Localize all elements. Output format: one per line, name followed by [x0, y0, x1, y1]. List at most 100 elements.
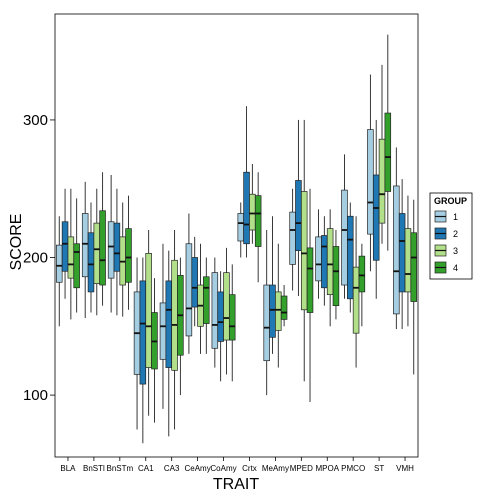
box-BnSTl-group-1 [81, 181, 89, 319]
box-body [113, 222, 121, 272]
legend-title: GROUP [434, 196, 467, 206]
x-tick-label: CeAmy [184, 464, 210, 473]
box-BnSTl-group-4 [99, 172, 106, 306]
box-body [191, 257, 198, 308]
box-body [352, 266, 360, 334]
legend-label: 3 [453, 246, 458, 256]
x-tick-label: BnSTl [83, 464, 105, 473]
box-body [228, 294, 236, 341]
box-MPOA-group-1 [315, 209, 322, 299]
box-body [159, 302, 167, 360]
box-BLA-group-1 [56, 216, 63, 327]
box-PMCO-group-4 [358, 243, 366, 327]
box-BnSTl-group-3 [93, 188, 101, 316]
box-body [393, 185, 400, 315]
y-axis-title: SCORE [8, 214, 25, 271]
x-tick-label: CoAmy [210, 464, 236, 473]
box-body [321, 235, 328, 289]
box-PMCO-group-2 [347, 202, 354, 313]
box-CeAmy-group-2 [191, 236, 198, 327]
x-axis: BLA BnSTl BnSTm CA1 CA3 CeAmy CoAmy Crtx MeAmy MP… [60, 457, 414, 473]
box-body [275, 291, 282, 331]
box-body [347, 215, 354, 300]
box-body [404, 228, 412, 293]
x-tick-label: MPED [290, 464, 313, 473]
box-body [254, 195, 262, 247]
box-body [61, 221, 69, 272]
box-body [185, 243, 193, 337]
box-MPED-group-4 [306, 188, 314, 402]
box-body [107, 221, 115, 279]
x-tick-label: BnSTm [106, 464, 133, 473]
box-BnSTm-group-4 [125, 195, 132, 310]
box-body [263, 284, 270, 362]
box-body [99, 210, 106, 286]
box-CeAmy-group-3 [197, 243, 204, 354]
legend-label: 2 [453, 229, 458, 239]
y-tick-label: 100 [23, 387, 48, 404]
box-MeAmy-group-4 [280, 285, 288, 327]
box-body [326, 228, 334, 296]
box-body [145, 253, 152, 368]
box-body [358, 255, 366, 293]
plot-area [54, 13, 419, 458]
box-CeAmy-group-4 [203, 257, 210, 354]
box-MPOA-group-2 [321, 216, 328, 306]
box-PMCO-group-3 [352, 216, 360, 368]
box-body [367, 129, 374, 235]
y-tick-label: 300 [23, 112, 48, 129]
box-CA3-group-4 [177, 257, 184, 396]
x-tick-label: MPOA [315, 464, 339, 473]
legend-label: 4 [453, 263, 458, 273]
box-body [315, 236, 322, 282]
plot-frame [54, 13, 419, 458]
box-body [306, 247, 314, 313]
box-body [249, 193, 256, 231]
box-body [341, 189, 348, 286]
x-tick-label: ST [374, 464, 384, 473]
x-axis-title: TRAIT [213, 476, 259, 493]
box-body [165, 280, 173, 368]
x-tick-label: BLA [60, 464, 76, 473]
box-body [223, 272, 230, 341]
box-body [139, 280, 147, 385]
box-body [384, 112, 392, 192]
box-body [237, 213, 245, 242]
box-body [56, 244, 63, 283]
box-ST-group-4 [384, 34, 392, 251]
box-body [289, 211, 296, 265]
x-tick-label: MeAmy [262, 464, 289, 473]
y-axis: 100 200 300 [23, 112, 55, 404]
box-body [87, 232, 95, 293]
box-body [372, 174, 380, 261]
y-tick-label: 200 [23, 250, 48, 267]
box-body [125, 228, 132, 283]
box-body [280, 295, 288, 320]
box-body [73, 243, 80, 289]
box-MeAmy-group-2 [269, 216, 276, 354]
box-body [269, 284, 276, 338]
box-CA1-group-4 [151, 278, 158, 423]
box-body [171, 259, 178, 371]
box-Crtx-group-4 [254, 172, 262, 283]
box-body [295, 180, 302, 251]
box-MPOA-group-3 [326, 209, 334, 327]
x-tick-label: VMH [396, 464, 414, 473]
box-VMH-group-4 [410, 199, 417, 375]
box-body [93, 222, 101, 285]
box-body [398, 213, 406, 293]
x-tick-label: CA1 [138, 464, 154, 473]
box-CoAmy-group-4 [228, 264, 236, 382]
box-body [243, 171, 250, 245]
box-body [332, 246, 340, 307]
box-body [81, 213, 89, 278]
box-body [67, 236, 75, 279]
x-tick-label: PMCO [341, 464, 365, 473]
x-tick-label: Crtx [242, 464, 257, 473]
box-body [217, 291, 224, 342]
legend: GROUP 1 2 3 4 [429, 192, 473, 280]
box-body [211, 272, 219, 349]
box-MPOA-group-4 [332, 229, 340, 320]
legend-label: 1 [453, 212, 458, 222]
